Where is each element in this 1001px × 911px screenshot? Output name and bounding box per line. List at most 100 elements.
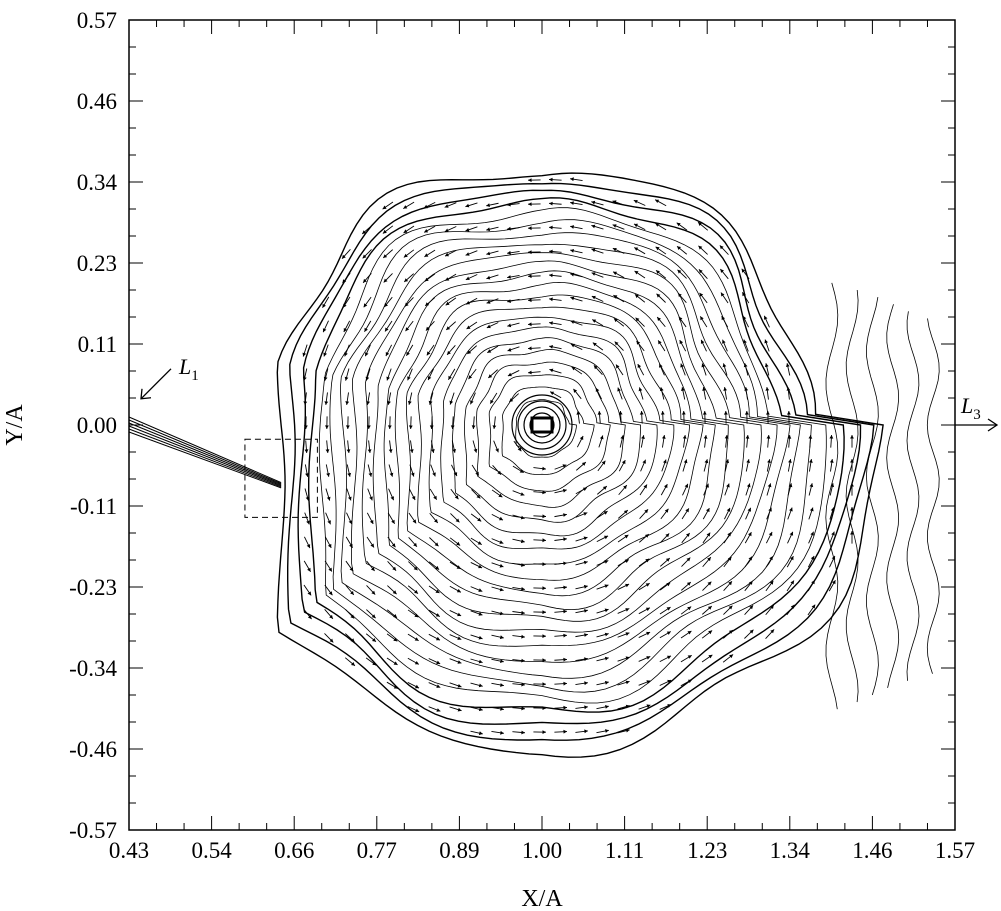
velocity-arrowhead — [667, 704, 672, 708]
velocity-arrowhead — [638, 387, 643, 392]
velocity-arrowhead — [570, 201, 574, 205]
velocity-arrowhead — [808, 435, 813, 439]
velocity-arrowhead — [488, 374, 493, 378]
velocity-arrowhead — [468, 375, 473, 380]
velocity-arrowhead — [644, 509, 649, 514]
velocity-arrowhead — [486, 275, 491, 280]
velocity-arrowhead — [542, 514, 546, 519]
velocity-arrowhead — [723, 411, 728, 415]
velocity-arrowhead — [435, 565, 440, 570]
velocity-arrowhead — [625, 704, 630, 709]
velocity-arrowhead — [303, 401, 308, 405]
velocity-arrowhead — [621, 460, 626, 465]
velocity-arrowhead — [706, 508, 710, 513]
velocity-arrowhead — [466, 325, 471, 329]
velocity-arrowhead — [742, 315, 747, 320]
velocity-arrowhead — [685, 508, 689, 513]
contour-line — [417, 306, 704, 581]
velocity-arrowhead — [450, 425, 455, 429]
velocity-arrowhead — [617, 387, 621, 392]
velocity-arrowhead — [747, 507, 751, 512]
velocity-arrowhead — [549, 321, 553, 325]
velocity-arrowhead — [618, 411, 623, 415]
velocity-arrowhead — [726, 507, 731, 512]
velocity-arrowhead — [766, 435, 771, 439]
velocity-arrowhead — [563, 681, 567, 686]
velocity-arrowhead — [677, 269, 682, 274]
velocity-arrowhead — [646, 656, 651, 660]
velocity-arrowhead — [666, 631, 671, 635]
velocity-arrowhead — [655, 246, 660, 251]
velocity-arrowhead — [411, 496, 416, 500]
velocity-arrowhead — [528, 298, 532, 303]
velocity-arrowhead — [633, 200, 638, 204]
velocity-arrowhead — [850, 459, 854, 463]
velocity-arrowhead — [345, 425, 350, 429]
velocity-arrowhead — [445, 301, 450, 306]
velocity-arrowhead — [708, 654, 713, 659]
velocity-arrowhead — [563, 513, 567, 517]
velocity-arrowhead — [326, 473, 330, 477]
velocity-arrowhead — [404, 302, 409, 307]
velocity-arrowhead — [563, 705, 567, 710]
velocity-arrowhead — [391, 543, 396, 548]
velocity-arrowhead — [850, 531, 854, 535]
velocity-arrowhead — [790, 580, 794, 585]
velocity-arrowhead — [748, 556, 753, 561]
velocity-arrowhead — [613, 271, 617, 276]
velocity-arrowhead — [393, 614, 397, 618]
velocity-arrowhead — [382, 229, 387, 234]
velocity-arrowhead — [624, 559, 629, 563]
velocity-arrowhead — [604, 584, 609, 588]
velocity-arrowhead — [500, 707, 504, 711]
velocity-arrowhead — [473, 448, 478, 453]
velocity-arrowhead — [434, 519, 438, 523]
velocity-arrowhead — [347, 472, 352, 477]
velocity-arrowhead — [573, 388, 578, 393]
velocity-arrowhead — [850, 507, 854, 511]
velocity-arrowhead — [625, 632, 630, 636]
inspection-box — [244, 438, 318, 518]
velocity-arrowhead — [434, 542, 439, 547]
velocity-arrowhead — [809, 507, 814, 512]
velocity-arrowhead — [323, 376, 328, 381]
velocity-arrowhead — [542, 682, 546, 686]
velocity-arrowhead — [519, 469, 524, 473]
velocity-arrowhead — [570, 272, 575, 277]
velocity-arrowhead — [699, 292, 704, 297]
velocity-arrowhead — [520, 539, 525, 544]
velocity-arrowhead — [478, 564, 483, 569]
velocity-arrowhead — [765, 387, 770, 391]
y-tick-label: -0.34 — [69, 656, 117, 681]
velocity-arrowhead — [604, 560, 609, 564]
velocity-arrowhead — [349, 543, 353, 548]
velocity-arrowhead — [601, 460, 606, 465]
velocity-arrowhead — [591, 272, 596, 276]
velocity-arrowhead — [412, 519, 417, 524]
velocity-arrowhead — [655, 223, 660, 227]
contour-line — [452, 337, 658, 537]
velocity-arrowhead — [570, 177, 574, 182]
velocity-arrowhead — [528, 274, 532, 279]
jet-streamline — [128, 416, 282, 484]
velocity-arrowhead — [542, 730, 546, 734]
velocity-arrowhead — [362, 230, 367, 234]
velocity-arrowhead — [563, 537, 567, 542]
velocity-arrowhead — [576, 411, 581, 415]
velocity-arrowhead — [724, 435, 729, 439]
velocity-arrowhead — [707, 606, 712, 610]
contour-line — [428, 316, 691, 565]
velocity-arrowhead — [645, 558, 650, 563]
velocity-arrowhead — [720, 269, 724, 273]
velocity-arrowhead — [620, 435, 625, 440]
velocity-arrowhead — [698, 222, 702, 226]
velocity-arrowhead — [423, 204, 428, 209]
velocity-arrowhead — [810, 531, 814, 536]
velocity-arrowhead — [681, 411, 686, 415]
velocity-arrowhead — [656, 270, 660, 274]
velocity-arrowhead — [789, 507, 793, 512]
velocity-arrowhead — [659, 363, 663, 368]
velocity-arrowhead — [708, 630, 713, 635]
velocity-arrowhead — [475, 471, 479, 476]
